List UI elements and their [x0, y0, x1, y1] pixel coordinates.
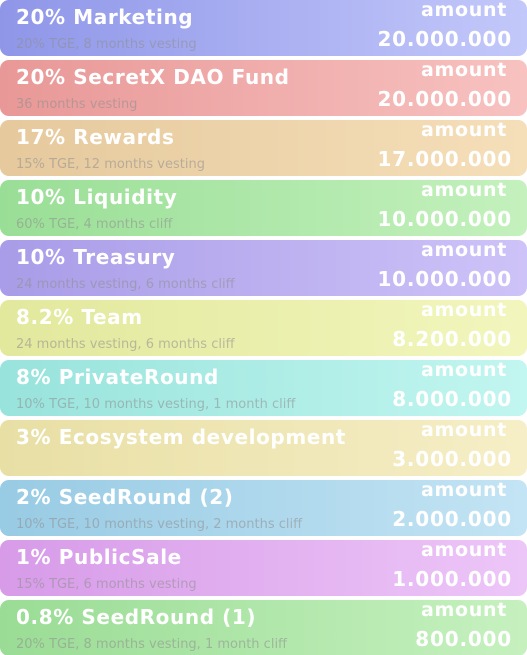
- allocation-title: 0.8% SeedRound (1): [16, 605, 257, 629]
- allocation-card-liquidity: 10% Liquidity 60% TGE, 4 months cliff am…: [0, 180, 527, 236]
- amount-value: 20.000.000: [377, 27, 512, 51]
- amount-value: 800.000: [415, 627, 512, 651]
- allocation-title: 10% Liquidity: [16, 185, 178, 209]
- allocation-subtitle: 20% TGE, 8 months vesting: [16, 37, 197, 52]
- allocation-card-treasury: 10% Treasury 24 months vesting, 6 months…: [0, 240, 527, 296]
- amount-label: amount: [420, 180, 507, 201]
- allocation-subtitle: 36 months vesting: [16, 97, 138, 112]
- allocation-title: 10% Treasury: [16, 245, 176, 269]
- amount-value: 8.000.000: [392, 387, 512, 411]
- amount-value: 1.000.000: [392, 567, 512, 591]
- allocation-subtitle: 15% TGE, 12 months vesting: [16, 157, 205, 172]
- amount-value: 17.000.000: [377, 147, 512, 171]
- amount-value: 20.000.000: [377, 87, 512, 111]
- allocation-card-marketing: 20% Marketing 20% TGE, 8 months vesting …: [0, 0, 527, 56]
- allocation-subtitle: 60% TGE, 4 months cliff: [16, 217, 173, 232]
- allocation-card-team: 8.2% Team 24 months vesting, 6 months cl…: [0, 300, 527, 356]
- allocation-title: 1% PublicSale: [16, 545, 182, 569]
- allocation-card-rewards: 17% Rewards 15% TGE, 12 months vesting a…: [0, 120, 527, 176]
- amount-value: 10.000.000: [377, 207, 512, 231]
- allocation-title: 8% PrivateRound: [16, 365, 219, 389]
- allocation-title: 2% SeedRound (2): [16, 485, 234, 509]
- allocation-subtitle: 10% TGE, 10 months vesting, 1 month clif…: [16, 397, 296, 412]
- allocation-subtitle: 24 months vesting, 6 months cliff: [16, 337, 235, 352]
- allocation-card-dao-fund: 20% SecretX DAO Fund 36 months vesting a…: [0, 60, 527, 116]
- allocation-title: 3% Ecosystem development: [16, 425, 346, 449]
- amount-label: amount: [420, 240, 507, 261]
- allocation-title: 8.2% Team: [16, 305, 143, 329]
- amount-label: amount: [420, 120, 507, 141]
- allocation-subtitle: 15% TGE, 6 months vesting: [16, 577, 197, 592]
- allocation-card-public-sale: 1% PublicSale 15% TGE, 6 months vesting …: [0, 540, 527, 596]
- amount-value: 3.000.000: [392, 447, 512, 471]
- allocation-card-ecosystem: 3% Ecosystem development amount 3.000.00…: [0, 420, 527, 476]
- allocation-title: 17% Rewards: [16, 125, 175, 149]
- amount-label: amount: [420, 300, 507, 321]
- amount-value: 10.000.000: [377, 267, 512, 291]
- amount-label: amount: [420, 60, 507, 81]
- amount-value: 8.200.000: [392, 327, 512, 351]
- allocation-subtitle: 20% TGE, 8 months vesting, 1 month cliff: [16, 637, 288, 652]
- amount-label: amount: [420, 420, 507, 441]
- amount-label: amount: [420, 480, 507, 501]
- amount-label: amount: [420, 360, 507, 381]
- allocation-card-seed-round-1: 0.8% SeedRound (1) 20% TGE, 8 months ves…: [0, 600, 527, 655]
- amount-label: amount: [420, 540, 507, 561]
- allocation-card-seed-round-2: 2% SeedRound (2) 10% TGE, 10 months vest…: [0, 480, 527, 536]
- amount-label: amount: [420, 0, 507, 21]
- amount-value: 2.000.000: [392, 507, 512, 531]
- allocation-subtitle: 10% TGE, 10 months vesting, 2 months cli…: [16, 517, 303, 532]
- allocation-subtitle: 24 months vesting, 6 months cliff: [16, 277, 235, 292]
- allocation-title: 20% Marketing: [16, 5, 194, 29]
- allocation-card-private-round: 8% PrivateRound 10% TGE, 10 months vesti…: [0, 360, 527, 416]
- amount-label: amount: [420, 600, 507, 621]
- allocation-title: 20% SecretX DAO Fund: [16, 65, 290, 89]
